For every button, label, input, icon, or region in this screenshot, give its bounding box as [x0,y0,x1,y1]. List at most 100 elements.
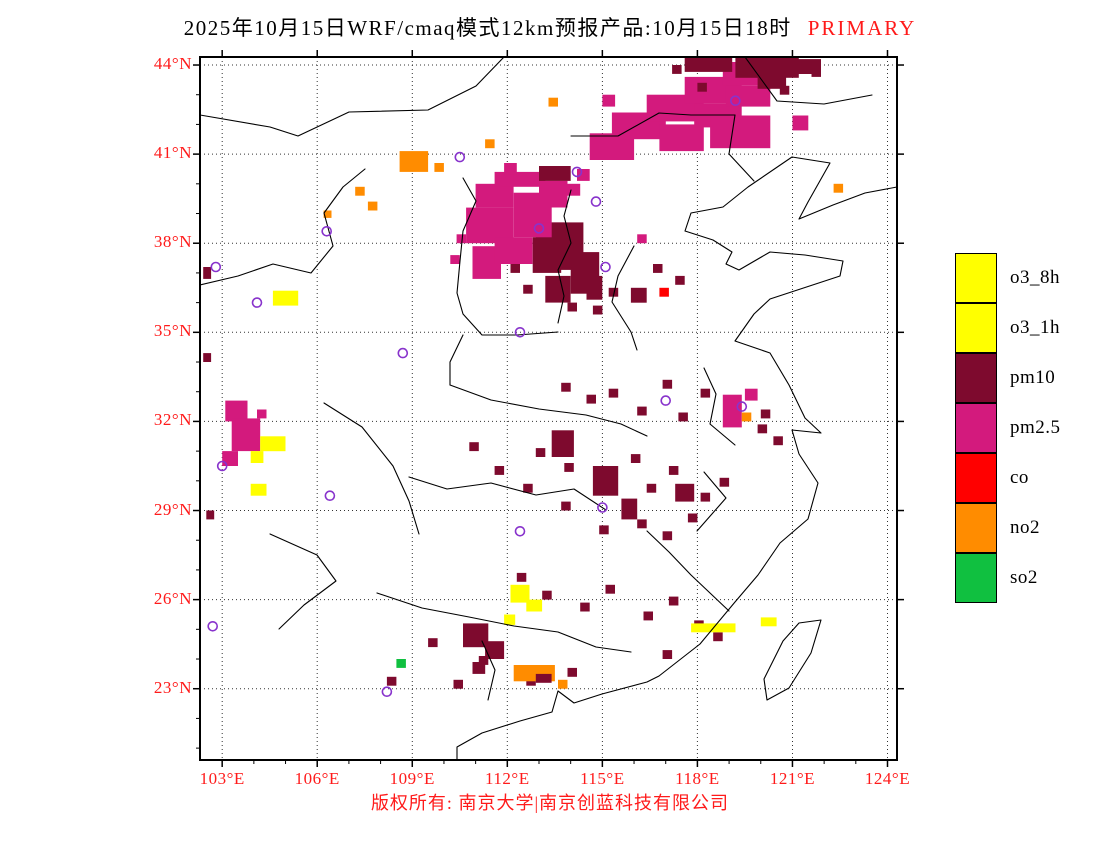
map-area: 103°E 106°E 109°E 112°E 115°E 118°E 121°E 124°E… [154,50,910,788]
coastline [456,156,897,760]
pollutant-cell-pm10 [580,602,590,612]
pollutant-cell-pm25 [637,234,647,244]
pollutant-cell-pm10 [516,572,527,582]
legend-swatch-pm25 [955,402,997,453]
pollutant-cell-pm10 [653,264,663,273]
pollutant-cells [203,57,844,689]
pollutant-cell-co [659,287,669,297]
y-axis-tick-label: 26°N [153,588,192,608]
y-axis-tick-label: 35°N [153,321,192,341]
pollutant-cell-pm10 [678,412,688,422]
pollutant-cell-o3 [526,599,543,612]
station-marker [207,620,218,632]
legend-swatch-co [955,452,997,503]
legend-item-pm25: pm2.5 [955,402,1061,453]
pollutant-cell-pm25 [494,237,533,264]
pollutant-cell-no2 [485,139,495,149]
pollutant-cell-pm10 [668,596,679,606]
pollutant-cell-no2 [548,97,558,107]
pollutant-cell-no2 [323,210,332,218]
pollutant-cell-pm10 [386,676,397,686]
y-axis-tick-label: 41°N [153,143,192,163]
pollutant-cell-pm10 [472,662,486,674]
x-axis-labels: 103°E 106°E 109°E 112°E 115°E 118°E 121°E 124°E [200,769,910,793]
pollutant-cell-pm10 [668,466,679,475]
station-marker [660,395,672,406]
pollutant-cell-pm10 [535,673,552,683]
legend-swatch-so2 [955,552,997,603]
pollutant-cell-pm10 [700,492,711,502]
pollutant-cell-no2 [367,201,378,211]
pollutant-cell-pm10 [586,275,603,300]
taiwan-island [763,619,822,701]
pollutant-cell-pm10 [428,638,438,648]
pollutant-cell-pm25 [450,255,460,264]
pollutant-cell-pm10 [779,85,790,95]
x-axis-tick-label: 106°E [294,769,340,788]
y-axis-tick-label: 38°N [153,232,192,252]
pollutant-cell-pm10 [719,477,730,487]
pollutant-cell-pm10 [592,305,603,315]
title-text: 2025年10月15日WRF/cmaq模式12km预报产品:10月15日18时 [183,16,792,40]
pollutant-cell-o3 [504,614,516,625]
pollutant-cell-pm10 [757,73,787,89]
station-marker [397,347,409,359]
pollutant-cell-pm10 [630,287,647,303]
pollutant-cell-pm10 [675,483,695,502]
pollutant-cell-pm10 [494,466,505,475]
pollutant-cell-pm10 [535,448,546,457]
legend-swatch-o3_8h [955,252,997,303]
pollutant-cell-pm10 [564,463,574,472]
x-axis-tick-label: 118°E [675,769,720,788]
legend-item-co: co [955,452,1061,503]
station-marker [590,196,602,207]
legend-label: o3_1h [1010,317,1060,338]
pollutant-cell-pm25 [659,124,704,152]
legend-label: no2 [1010,517,1040,538]
pollutant-cell-pm10 [485,641,505,659]
legend: o3_8h o3_1h pm10 pm2.5 co no2 so2 [955,252,1061,603]
legend-label: pm10 [1010,367,1056,388]
x-axis-tick-label: 115°E [580,769,625,788]
legend-label: o3_8h [1010,267,1060,288]
station-markers [207,95,748,698]
pollutant-cell-no2 [558,679,568,689]
north-border [200,57,505,137]
pollutant-cell-pm10 [637,519,647,529]
pollutant-cell-pm10 [551,430,574,457]
pollutant-cell-pm25 [466,207,514,244]
y-axis-tick-label: 29°N [153,499,192,519]
pollutant-cell-pm10 [542,590,552,600]
pollutant-cell-pm25 [475,183,514,208]
pollutant-cell-pm10 [662,379,673,389]
pollutant-cell-pm10 [672,65,682,74]
pollutant-cell-pm25 [710,115,771,149]
pollutant-cell-pm25 [567,183,581,196]
legend-label: so2 [1010,567,1038,588]
pollutant-cell-pm10 [586,394,596,404]
legend-swatch-o3_1h [955,302,997,353]
pollutant-cell-pm10 [510,264,520,273]
station-marker [730,95,741,107]
pollutant-cell-o3 [260,436,286,452]
grid-lines [200,57,897,760]
pollutant-cell-pm25 [792,115,809,131]
station-marker [454,151,466,163]
x-axis-tick-label: 109°E [389,769,435,788]
x-axis-tick-label: 112°E [485,769,530,788]
pollutant-cell-pm10 [675,275,685,285]
station-marker [736,401,748,412]
pollutant-cell-pm10 [757,424,768,434]
y-axis-tick-label: 44°N [153,54,192,74]
pollutant-cell-pm10 [523,483,533,493]
pollutant-cell-o3 [250,483,267,496]
province-boundaries [200,57,897,760]
pollutant-cell-pm10 [599,525,609,535]
legend-label: co [1010,467,1029,488]
pollutant-cell-no2 [741,412,752,422]
pollutant-cell-pm25 [222,451,238,466]
pollutant-cell-pm10 [684,57,733,72]
station-marker [321,226,332,237]
pollutant-cell-no2 [434,163,444,172]
pollutant-cell-pm10 [687,513,698,523]
